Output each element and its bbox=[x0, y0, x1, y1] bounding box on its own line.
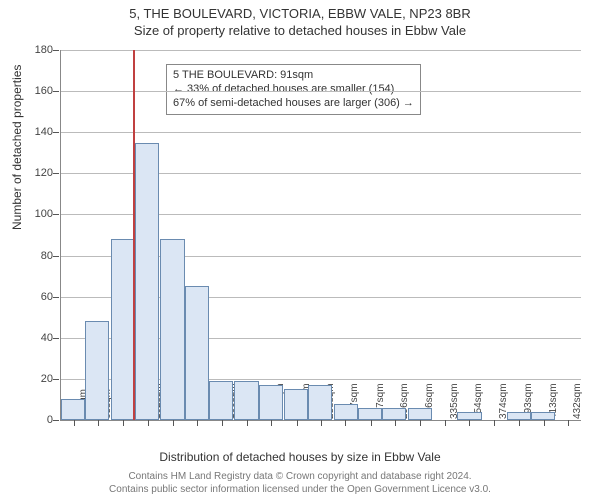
histogram-bar bbox=[61, 399, 85, 420]
histogram-bar bbox=[209, 381, 233, 420]
x-tick bbox=[568, 420, 569, 426]
histogram-bar bbox=[259, 385, 283, 420]
chart-title-line1: 5, THE BOULEVARD, VICTORIA, EBBW VALE, N… bbox=[0, 0, 600, 23]
y-tick bbox=[53, 214, 59, 215]
x-tick bbox=[420, 420, 421, 426]
grid-line bbox=[61, 50, 581, 51]
property-marker-line bbox=[133, 50, 135, 420]
y-tick bbox=[53, 50, 59, 51]
histogram-bar bbox=[408, 408, 432, 420]
y-tick-label: 80 bbox=[25, 250, 53, 262]
histogram-bar bbox=[531, 412, 555, 420]
x-tick-label: 432sqm bbox=[572, 383, 583, 419]
x-tick bbox=[271, 420, 272, 426]
y-axis-title: Number of detached properties bbox=[10, 65, 24, 230]
x-tick bbox=[297, 420, 298, 426]
x-axis-title: Distribution of detached houses by size … bbox=[0, 450, 600, 464]
histogram-bar bbox=[111, 239, 135, 420]
x-tick bbox=[445, 420, 446, 426]
y-tick bbox=[53, 91, 59, 92]
x-tick bbox=[321, 420, 322, 426]
y-tick bbox=[53, 256, 59, 257]
y-tick-label: 160 bbox=[25, 85, 53, 97]
x-tick bbox=[494, 420, 495, 426]
histogram-bar bbox=[358, 408, 382, 420]
grid-line bbox=[61, 132, 581, 133]
x-tick bbox=[74, 420, 75, 426]
x-tick bbox=[469, 420, 470, 426]
x-tick bbox=[247, 420, 248, 426]
y-tick bbox=[53, 173, 59, 174]
chart-plot-area: 5 THE BOULEVARD: 91sqm ← 33% of detached… bbox=[60, 50, 580, 420]
footer-line2: Contains public sector information licen… bbox=[0, 484, 600, 497]
y-tick bbox=[53, 132, 59, 133]
histogram-bar bbox=[507, 412, 531, 420]
footer-line1: Contains HM Land Registry data © Crown c… bbox=[0, 471, 600, 484]
x-tick bbox=[345, 420, 346, 426]
x-tick bbox=[222, 420, 223, 426]
histogram-bar bbox=[185, 286, 209, 420]
annotation-line3: 67% of semi-detached houses are larger (… bbox=[173, 97, 414, 111]
histogram-bar bbox=[85, 321, 109, 420]
y-tick bbox=[53, 379, 59, 380]
x-tick bbox=[197, 420, 198, 426]
histogram-bar bbox=[334, 404, 358, 420]
y-tick-label: 60 bbox=[25, 291, 53, 303]
annotation-box: 5 THE BOULEVARD: 91sqm ← 33% of detached… bbox=[166, 64, 421, 115]
x-tick bbox=[173, 420, 174, 426]
histogram-bar bbox=[234, 381, 258, 420]
x-tick bbox=[371, 420, 372, 426]
y-tick bbox=[53, 297, 59, 298]
annotation-line2: ← 33% of detached houses are smaller (15… bbox=[173, 83, 414, 97]
histogram-bar bbox=[457, 412, 481, 420]
histogram-bar bbox=[135, 143, 159, 421]
y-tick-label: 140 bbox=[25, 126, 53, 138]
annotation-line1: 5 THE BOULEVARD: 91sqm bbox=[173, 69, 414, 83]
histogram-bar bbox=[382, 408, 406, 420]
y-tick bbox=[53, 338, 59, 339]
y-tick-label: 120 bbox=[25, 167, 53, 179]
histogram-bar bbox=[160, 239, 184, 420]
x-tick bbox=[148, 420, 149, 426]
y-tick-label: 100 bbox=[25, 208, 53, 220]
y-tick-label: 20 bbox=[25, 373, 53, 385]
y-tick-label: 40 bbox=[25, 332, 53, 344]
chart-footer: Contains HM Land Registry data © Crown c… bbox=[0, 471, 600, 496]
x-tick bbox=[519, 420, 520, 426]
y-tick bbox=[53, 420, 59, 421]
chart-title-line2: Size of property relative to detached ho… bbox=[0, 23, 600, 38]
y-tick-label: 0 bbox=[25, 414, 53, 426]
x-tick bbox=[98, 420, 99, 426]
x-tick bbox=[544, 420, 545, 426]
histogram-bar bbox=[308, 385, 332, 420]
grid-line bbox=[61, 91, 581, 92]
plot-region: 5 THE BOULEVARD: 91sqm ← 33% of detached… bbox=[60, 50, 581, 421]
y-tick-label: 180 bbox=[25, 44, 53, 56]
x-tick bbox=[123, 420, 124, 426]
chart-container: 5, THE BOULEVARD, VICTORIA, EBBW VALE, N… bbox=[0, 0, 600, 500]
histogram-bar bbox=[284, 389, 308, 420]
x-tick bbox=[395, 420, 396, 426]
